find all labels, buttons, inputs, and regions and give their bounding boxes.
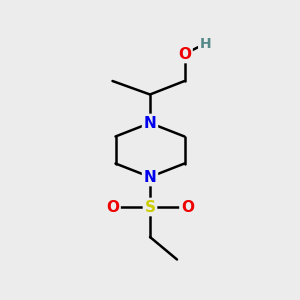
Text: H: H [200, 37, 211, 50]
Text: O: O [106, 200, 119, 214]
Text: S: S [145, 200, 155, 214]
Text: N: N [144, 116, 156, 130]
Text: O: O [181, 200, 194, 214]
Text: N: N [144, 169, 156, 184]
Text: O: O [178, 46, 191, 62]
